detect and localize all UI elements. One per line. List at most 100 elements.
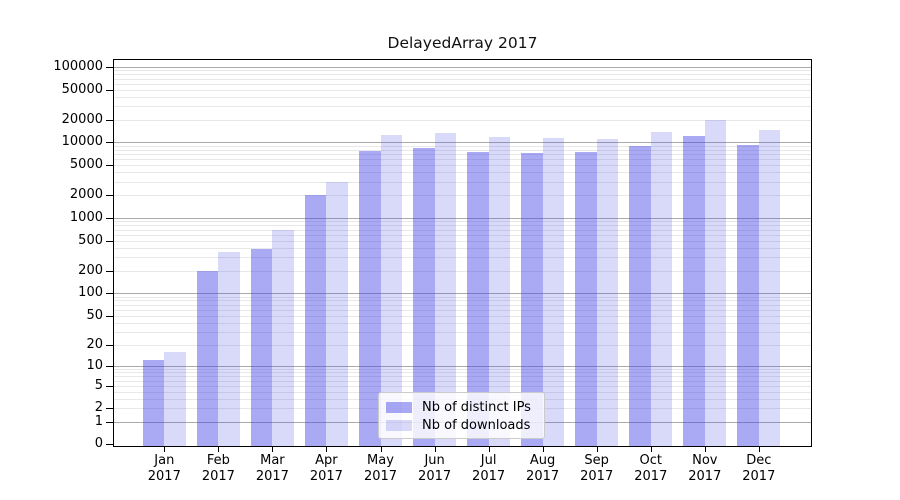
chart-title: DelayedArray 2017 — [387, 34, 538, 52]
legend-item-distinct-ips: Nb of distinct IPs — [386, 399, 536, 415]
x-tick — [542, 447, 544, 452]
bar-downloads-apr — [326, 181, 348, 446]
gridline-minor — [114, 229, 811, 231]
y-tick — [106, 66, 113, 68]
y-tick — [106, 89, 113, 91]
y-tick-label: 200 — [78, 262, 103, 278]
x-tick — [704, 447, 706, 452]
x-tick — [218, 447, 220, 452]
legend-label-distinct-ips: Nb of distinct IPs — [422, 399, 531, 415]
gridline-minor — [114, 145, 811, 147]
y-tick-label: 1000 — [69, 209, 103, 225]
y-tick-label: 50 — [86, 307, 103, 323]
x-tick-label: Sep 2017 — [580, 453, 614, 484]
y-tick — [106, 195, 113, 197]
bar-ips-aug — [521, 152, 543, 446]
gridline-minor — [114, 195, 811, 197]
gridline-minor — [114, 96, 811, 98]
y-tick-label: 10 — [86, 357, 103, 373]
gridline-minor — [114, 225, 811, 227]
x-tick-label: May 2017 — [363, 453, 398, 484]
bar-downloads-oct — [650, 131, 673, 446]
x-tick — [650, 447, 652, 452]
y-tick — [106, 293, 113, 295]
y-tick — [106, 217, 113, 219]
gridline-minor — [114, 331, 811, 333]
bar-ips-jan — [142, 360, 165, 446]
gridline-minor — [114, 240, 811, 242]
gridline-minor — [114, 300, 811, 302]
y-tick — [106, 315, 113, 317]
y-tick-label: 2000 — [69, 187, 103, 203]
legend-label-downloads: Nb of downloads — [422, 417, 531, 433]
bar-ips-oct — [629, 145, 651, 446]
x-tick — [326, 447, 328, 452]
x-tick-label: Jun 2017 — [418, 453, 452, 484]
gridline-minor — [114, 296, 811, 298]
gridline-minor — [114, 376, 811, 378]
gridline-minor — [114, 106, 811, 108]
y-tick-label: 20 — [86, 336, 103, 352]
y-tick-label: 1 — [94, 413, 103, 429]
y-tick — [106, 165, 113, 167]
x-tick-label: Nov 2017 — [688, 453, 722, 484]
x-tick — [488, 447, 490, 452]
y-tick — [106, 270, 113, 272]
bar-downloads-dec — [758, 129, 781, 446]
y-tick-label: 0 — [94, 436, 103, 452]
y-tick-label: 5 — [94, 377, 103, 393]
gridline-minor — [114, 234, 811, 236]
x-tick-label: Mar 2017 — [255, 453, 289, 484]
gridline-minor — [114, 368, 811, 370]
x-tick-label: Jan 2017 — [147, 453, 181, 484]
gridline-minor — [114, 119, 811, 121]
plot-area — [113, 59, 812, 447]
gridline-major — [114, 217, 811, 219]
bar-downloads-nov — [704, 120, 727, 446]
gridline-minor — [114, 89, 811, 91]
bar-ips-jul — [467, 152, 489, 446]
bar-downloads-jan — [164, 351, 186, 446]
gridline-minor — [114, 83, 811, 85]
y-tick-label: 5000 — [69, 157, 103, 173]
gridline-minor — [114, 221, 811, 223]
y-tick — [106, 444, 113, 446]
x-tick — [758, 447, 760, 452]
gridline-minor — [114, 315, 811, 317]
bar-ips-may — [359, 150, 381, 446]
y-tick — [106, 408, 113, 410]
y-tick-label: 10000 — [61, 134, 103, 150]
x-tick — [380, 447, 382, 452]
y-tick-label: 20000 — [61, 111, 103, 127]
x-tick — [596, 447, 598, 452]
x-tick — [434, 447, 436, 452]
bar-ips-sep — [575, 152, 597, 446]
y-tick — [106, 142, 113, 144]
x-tick-label: Oct 2017 — [634, 453, 668, 484]
bar-downloads-jul — [488, 137, 511, 446]
gridline-major — [114, 142, 811, 144]
x-tick-label: Apr 2017 — [309, 453, 343, 484]
legend-swatch-downloads — [386, 419, 412, 431]
bar-ips-nov — [683, 136, 705, 446]
gridline-minor — [114, 159, 811, 161]
legend-item-downloads: Nb of downloads — [386, 417, 536, 433]
y-tick — [106, 365, 113, 367]
bar-downloads-feb — [218, 251, 240, 446]
y-tick-label: 2 — [94, 400, 103, 416]
bar-ips-feb — [196, 271, 219, 446]
gridline-minor — [114, 270, 811, 272]
bar-downloads-may — [380, 135, 402, 446]
y-tick — [106, 119, 113, 121]
gridline-minor — [114, 181, 811, 183]
bar-ips-mar — [250, 248, 273, 446]
gridline-minor — [114, 149, 811, 151]
gridline-minor — [114, 154, 811, 156]
y-tick — [106, 385, 113, 387]
bar-ips-jun — [413, 148, 435, 446]
gridline-minor — [114, 344, 811, 346]
x-tick-label: Jul 2017 — [472, 453, 506, 484]
gridline-major — [114, 66, 811, 68]
x-tick — [272, 447, 274, 452]
